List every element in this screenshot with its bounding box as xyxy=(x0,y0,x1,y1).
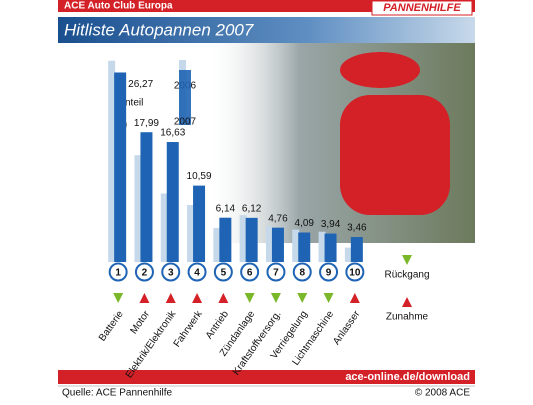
rank-circle xyxy=(345,262,365,282)
bar-2006 xyxy=(239,215,247,262)
rank: 2 xyxy=(142,268,148,279)
rank-circle xyxy=(213,262,233,282)
photo-cap xyxy=(340,52,420,88)
bar-2006 xyxy=(213,228,221,262)
value-label: 4,09 xyxy=(295,218,315,229)
photo-figure xyxy=(340,95,450,215)
header-bar xyxy=(58,0,475,12)
trend-marker xyxy=(244,293,255,303)
bar-2007 xyxy=(245,217,258,262)
bar-2006 xyxy=(265,225,273,262)
bar-2007 xyxy=(298,232,311,262)
value-label: 6,12 xyxy=(242,203,262,214)
title-bar xyxy=(58,17,475,43)
value-label: 10,59 xyxy=(187,171,212,182)
value-label: 17,99 xyxy=(134,118,159,129)
rank-circle xyxy=(187,262,207,282)
rank: 4 xyxy=(194,268,200,279)
bar-2007 xyxy=(350,237,363,262)
trend-marker xyxy=(218,293,229,303)
legend-label: Zunahme xyxy=(386,312,429,323)
rank: 6 xyxy=(247,268,253,279)
rank-circle xyxy=(161,262,181,282)
value-label: 3,94 xyxy=(321,219,341,230)
legend-label: 2007 xyxy=(174,117,197,128)
chart-title: Hitliste Autopannen 2007 xyxy=(64,20,254,39)
trend-marker xyxy=(139,293,150,303)
rank: 10 xyxy=(349,268,361,279)
x-tick-label: Anlasser xyxy=(331,308,363,347)
rank-circle xyxy=(266,262,286,282)
section-box xyxy=(371,0,473,16)
trend-marker xyxy=(323,293,334,303)
bar-2006 xyxy=(134,155,142,262)
bar-2006 xyxy=(108,60,116,262)
rank-circle xyxy=(108,262,128,282)
trend-marker xyxy=(349,293,360,303)
bar-2006 xyxy=(160,193,168,262)
legend-label: Rückgang xyxy=(384,270,429,281)
source: Quelle: ACE Pannenhilfe xyxy=(62,388,173,399)
trend-marker xyxy=(297,293,308,303)
rank: 5 xyxy=(221,268,227,279)
bar-2007 xyxy=(219,217,232,262)
rank-circle xyxy=(292,262,312,282)
value-label: 6,14 xyxy=(216,203,236,214)
bar-2006 xyxy=(318,231,326,262)
x-tick-label: Batterie xyxy=(97,309,126,344)
trend-marker xyxy=(165,293,176,303)
legend-marker xyxy=(402,255,412,265)
copyright: © 2008 ACE xyxy=(415,388,471,399)
x-tick-label: Motor xyxy=(128,308,152,336)
link[interactable]: ace-online.de/download xyxy=(345,371,470,383)
rank-circle xyxy=(319,262,339,282)
value-label: 26,27 xyxy=(128,79,153,90)
bar-2007 xyxy=(324,233,337,262)
trend-marker xyxy=(270,293,281,303)
rank: 8 xyxy=(299,268,305,279)
trend-marker xyxy=(113,293,124,303)
legend-swatch xyxy=(179,70,191,125)
rank: 1 xyxy=(115,268,121,279)
rank: 3 xyxy=(168,268,174,279)
bar-2007 xyxy=(166,142,179,262)
bar-2007 xyxy=(271,227,284,262)
trend-marker xyxy=(192,293,203,303)
rank: 7 xyxy=(273,268,279,279)
link-bar xyxy=(58,370,475,384)
bar-2006 xyxy=(292,229,300,262)
bar-2006 xyxy=(187,205,195,262)
bar-2006 xyxy=(344,247,352,262)
value-label: 16,63 xyxy=(160,128,185,139)
bar-2007 xyxy=(114,72,127,262)
section: PANNENHILFE xyxy=(383,2,461,14)
legend-marker xyxy=(402,297,412,307)
bar-2007 xyxy=(193,185,206,262)
bar-2007 xyxy=(140,132,153,262)
rank: 9 xyxy=(326,268,332,279)
x-tick-label: Elektrik/Elektronik xyxy=(124,308,179,380)
rank-circle xyxy=(240,262,260,282)
value-label: 4,76 xyxy=(268,213,288,224)
brand: ACE Auto Club Europa xyxy=(64,1,173,12)
x-tick-label: Antrieb xyxy=(204,309,231,342)
rank-circle xyxy=(134,262,154,282)
value-label: 3,46 xyxy=(347,223,367,234)
